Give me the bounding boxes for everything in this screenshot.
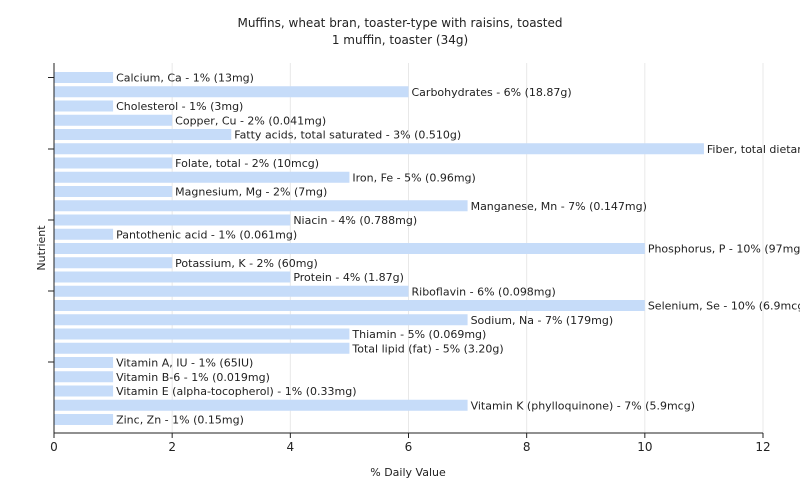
bar-data-label: Vitamin A, IU - 1% (65IU) — [116, 357, 253, 370]
chart-title: Muffins, wheat bran, toaster-type with r… — [237, 16, 562, 30]
bar-data-label: Vitamin E (alpha-tocopherol) - 1% (0.33m… — [116, 385, 356, 398]
bar-data-label: Iron, Fe - 5% (0.96mg) — [352, 171, 475, 184]
x-axis-label: % Daily Value — [370, 466, 446, 479]
bar-data-label: Calcium, Ca - 1% (13mg) — [116, 72, 254, 85]
bar — [54, 271, 291, 283]
bar — [54, 72, 114, 83]
y-axis-label: Nutrient — [35, 225, 48, 271]
bar-data-label: Copper, Cu - 2% (0.041mg) — [175, 114, 326, 127]
bar — [54, 314, 468, 326]
bar — [54, 200, 468, 212]
bar-data-label: Pantothenic acid - 1% (0.061mg) — [116, 228, 297, 241]
bar — [54, 157, 173, 169]
bar — [54, 399, 468, 411]
bar-data-label: Riboflavin - 6% (0.098mg) — [412, 285, 556, 298]
x-axis-ticks: 0 2 4 6 8 10 12 — [50, 433, 771, 454]
bar-data-label: Magnesium, Mg - 2% (7mg) — [175, 186, 327, 199]
bar-data-label: Folate, total - 2% (10mcg) — [175, 157, 319, 170]
bar — [54, 257, 173, 269]
bar-data-label: Cholesterol - 1% (3mg) — [116, 100, 243, 113]
x-axis-tick-label: 0 — [50, 440, 58, 454]
bar — [54, 100, 114, 112]
x-axis-tick-label: 4 — [287, 440, 295, 454]
x-axis-tick-label: 10 — [637, 440, 652, 454]
bar-data-label: Selenium, Se - 10% (6.9mcg) — [648, 300, 800, 313]
bar — [54, 342, 350, 354]
bar — [54, 143, 704, 155]
bar — [54, 371, 114, 383]
bar-data-label: Thiamin - 5% (0.069mg) — [351, 328, 486, 341]
bar — [54, 171, 350, 183]
bar — [54, 228, 114, 240]
bar-data-label: Fatty acids, total saturated - 3% (0.510… — [234, 129, 461, 142]
bar — [54, 328, 350, 340]
bar — [54, 243, 645, 254]
bar-data-label: Protein - 4% (1.87g) — [293, 271, 404, 284]
bar-data-label: Potassium, K - 2% (60mg) — [175, 257, 318, 270]
bar — [54, 214, 291, 226]
x-axis-tick-label: 8 — [523, 440, 531, 454]
bar-series — [54, 72, 704, 425]
bar-data-label: Sodium, Na - 7% (179mg) — [471, 314, 614, 327]
bar-data-label: Manganese, Mn - 7% (0.147mg) — [471, 200, 647, 213]
bar-data-label: Vitamin K (phylloquinone) - 7% (5.9mcg) — [471, 399, 695, 412]
bar-data-label: Carbohydrates - 6% (18.87g) — [412, 86, 572, 99]
bar — [54, 129, 232, 140]
bar — [54, 186, 173, 197]
data-labels: Calcium, Ca - 1% (13mg) Carbohydrates - 6… — [116, 72, 800, 427]
bar — [54, 285, 409, 297]
bar-data-label: Vitamin B-6 - 1% (0.019mg) — [116, 371, 270, 384]
x-axis-tick-label: 6 — [405, 440, 413, 454]
bar — [54, 114, 173, 126]
bar — [54, 414, 114, 425]
bar — [54, 86, 409, 98]
bar-data-label: Niacin - 4% (0.788mg) — [293, 214, 417, 227]
bar-data-label: Total lipid (fat) - 5% (3.20g) — [351, 342, 503, 355]
bar-data-label: Phosphorus, P - 10% (97mg) — [648, 243, 800, 256]
bar-data-label: Zinc, Zn - 1% (0.15mg) — [116, 414, 244, 427]
bar-data-label: Fiber, total dietary - 11% (2.8g) — [707, 143, 800, 156]
x-axis-tick-label: 2 — [168, 440, 176, 454]
bar — [54, 357, 114, 368]
bar — [54, 300, 645, 311]
x-axis-tick-label: 12 — [755, 440, 770, 454]
bar — [54, 385, 114, 397]
chart-subtitle: 1 muffin, toaster (34g) — [332, 33, 468, 47]
